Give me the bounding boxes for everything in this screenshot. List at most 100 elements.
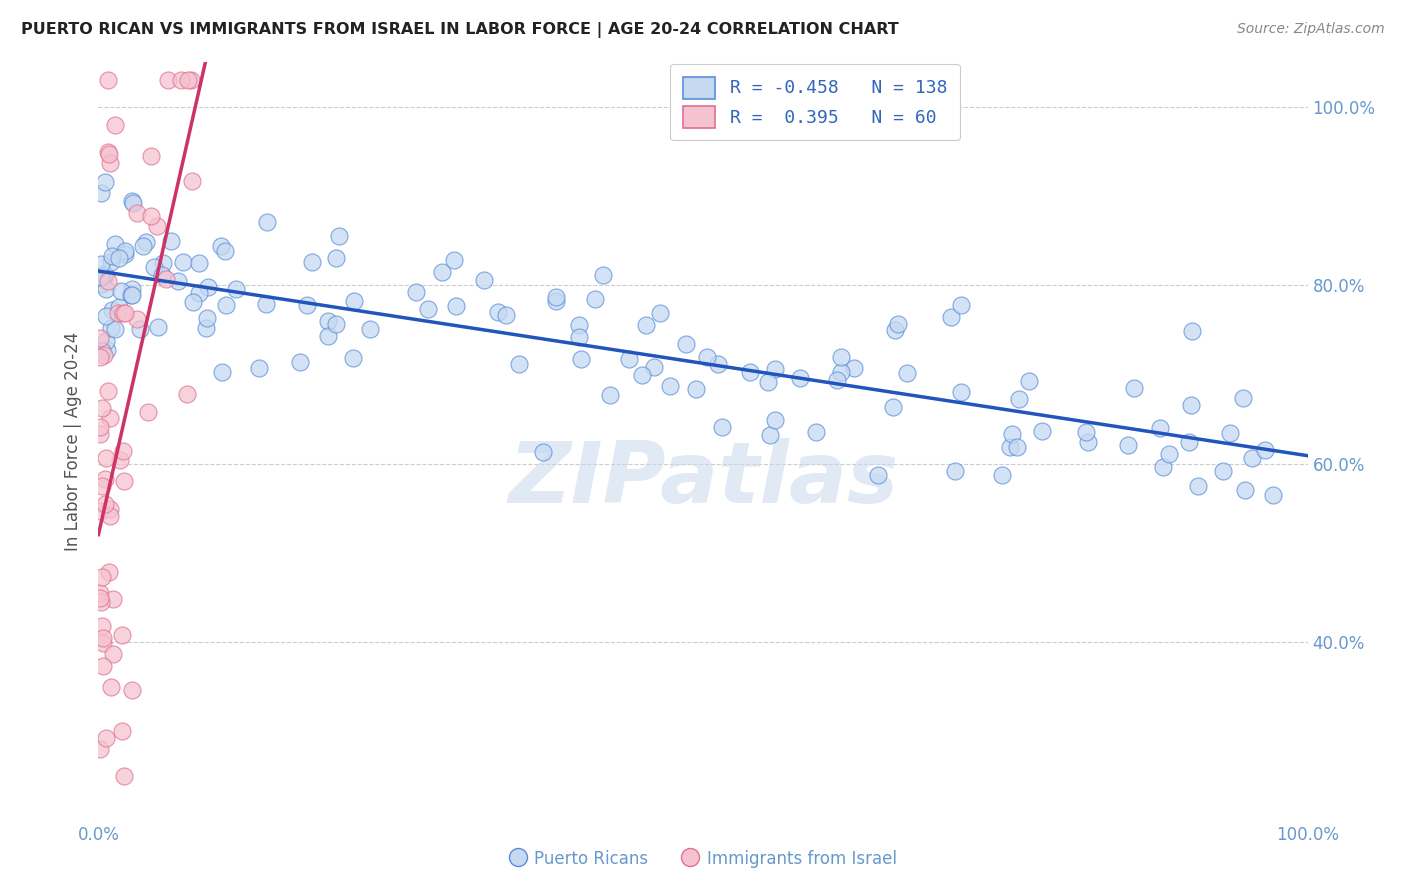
Point [104, 322, 127, 336]
Point [125, 311, 148, 326]
Point [114, 244, 136, 258]
Point [495, 308, 517, 322]
Point [1180, 398, 1202, 412]
Point [830, 351, 852, 365]
Point [486, 305, 509, 319]
Point [89, 331, 111, 345]
Point [89, 427, 111, 442]
Point [225, 282, 247, 296]
Point [121, 283, 143, 297]
Point [1018, 374, 1040, 388]
Point [249, 360, 271, 375]
Point [990, 467, 1012, 482]
Point [156, 73, 179, 87]
Point [318, 314, 340, 328]
Point [1233, 483, 1256, 497]
Point [446, 299, 468, 313]
Point [950, 384, 973, 399]
Point [763, 361, 786, 376]
Point [882, 401, 904, 415]
Legend: Puerto Ricans, Immigrants from Israel: Puerto Ricans, Immigrants from Israel [502, 844, 904, 875]
Point [359, 321, 381, 335]
Point [90, 619, 112, 633]
Point [112, 769, 135, 783]
Point [90, 269, 112, 284]
Point [568, 318, 591, 332]
Point [94, 472, 117, 486]
Point [804, 425, 827, 439]
Point [325, 251, 347, 265]
Point [533, 445, 555, 459]
Point [1240, 450, 1263, 465]
Point [93, 267, 115, 281]
Point [129, 322, 152, 336]
Point [91, 401, 114, 415]
Point [121, 288, 143, 302]
Point [89, 504, 111, 518]
Point [1178, 434, 1201, 449]
Point [1187, 479, 1209, 493]
Point [114, 306, 136, 320]
Point [544, 293, 567, 308]
Point [214, 297, 236, 311]
Point [256, 215, 278, 229]
Text: ZIPatlas: ZIPatlas [508, 438, 898, 521]
Point [90, 479, 112, 493]
Point [94, 282, 117, 296]
Point [630, 368, 652, 382]
Point [1149, 420, 1171, 434]
Point [758, 427, 780, 442]
Point [896, 366, 918, 380]
Point [188, 285, 211, 300]
Point [90, 595, 112, 609]
Point [583, 292, 606, 306]
Point [868, 468, 890, 483]
Point [342, 351, 364, 365]
Point [91, 344, 114, 359]
Point [295, 298, 318, 312]
Point [121, 683, 143, 698]
Point [209, 239, 232, 253]
Point [569, 351, 592, 366]
Point [1001, 426, 1024, 441]
Point [97, 384, 120, 398]
Point [1077, 435, 1099, 450]
Point [188, 256, 211, 270]
Point [103, 647, 125, 661]
Point [94, 451, 117, 466]
Point [100, 249, 122, 263]
Point [108, 300, 131, 314]
Point [93, 348, 115, 362]
Point [111, 306, 134, 320]
Point [1116, 437, 1139, 451]
Point [1232, 391, 1254, 405]
Point [1005, 440, 1028, 454]
Point [91, 659, 114, 673]
Point [1261, 488, 1284, 502]
Point [887, 317, 910, 331]
Point [152, 256, 174, 270]
Point [180, 73, 202, 87]
Point [430, 265, 453, 279]
Point [443, 253, 465, 268]
Point [96, 309, 118, 323]
Point [643, 359, 665, 374]
Point [89, 350, 111, 364]
Point [472, 273, 495, 287]
Point [211, 365, 233, 379]
Point [173, 255, 195, 269]
Point [325, 317, 347, 331]
Text: PUERTO RICAN VS IMMIGRANTS FROM ISRAEL IN LABOR FORCE | AGE 20-24 CORRELATION CH: PUERTO RICAN VS IMMIGRANTS FROM ISRAEL I… [21, 22, 898, 38]
Point [98, 147, 121, 161]
Point [1159, 447, 1181, 461]
Point [1031, 424, 1053, 438]
Point [98, 502, 121, 516]
Point [110, 284, 132, 298]
Point [842, 360, 865, 375]
Point [103, 591, 125, 606]
Point [111, 724, 134, 739]
Point [176, 387, 198, 401]
Point [89, 591, 111, 606]
Point [104, 236, 127, 251]
Point [108, 452, 131, 467]
